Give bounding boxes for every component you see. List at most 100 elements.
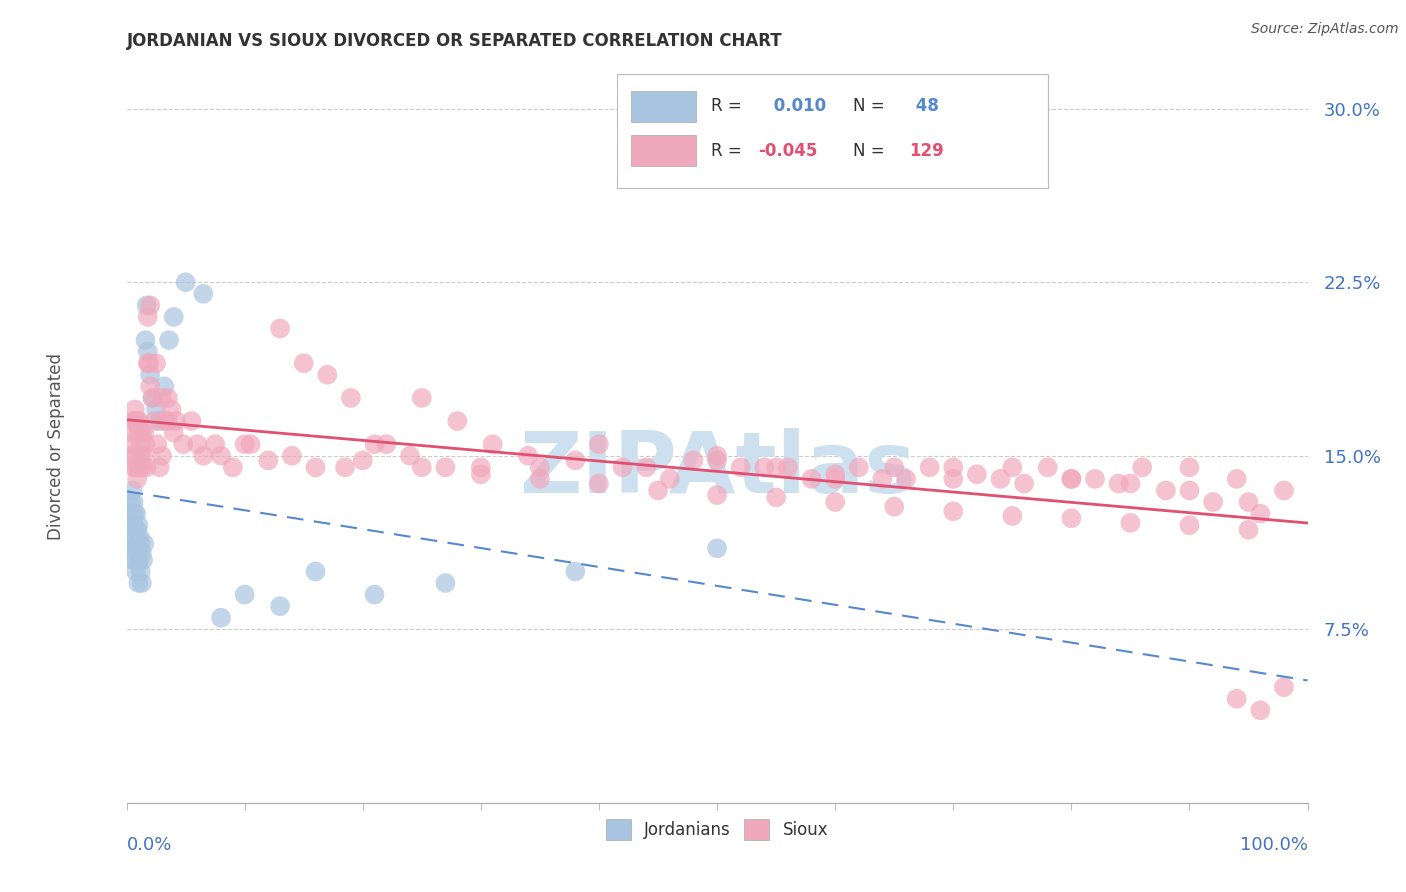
Point [127, 460, 149, 475]
Point [765, 491, 787, 505]
Text: N =: N = [853, 142, 890, 160]
Point [1130, 460, 1153, 475]
Legend: Jordanians, Sioux: Jordanians, Sioux [599, 813, 835, 847]
Point [1202, 495, 1225, 509]
Point [153, 414, 176, 428]
Point [848, 460, 870, 475]
Point [411, 391, 433, 405]
Point [239, 437, 262, 451]
Point [131, 425, 153, 440]
Point [1178, 483, 1201, 498]
Point [588, 476, 610, 491]
Point [139, 298, 162, 312]
Point [149, 460, 172, 475]
Point [257, 453, 280, 467]
Point [122, 518, 145, 533]
Point [1272, 483, 1295, 498]
FancyBboxPatch shape [631, 91, 696, 121]
Point [193, 449, 215, 463]
Text: -0.045: -0.045 [758, 142, 818, 160]
Point [131, 576, 153, 591]
Point [281, 449, 304, 463]
Point [1237, 495, 1260, 509]
Point [124, 530, 146, 544]
Point [304, 460, 326, 475]
Point [128, 553, 150, 567]
Point [122, 541, 145, 556]
Point [125, 541, 148, 556]
Point [136, 344, 159, 359]
Point [470, 460, 492, 475]
Text: 0.010: 0.010 [768, 97, 825, 115]
Point [127, 541, 149, 556]
Point [157, 333, 180, 347]
Point [153, 379, 176, 393]
Point [883, 500, 905, 514]
Point [399, 449, 422, 463]
Point [292, 356, 315, 370]
Point [165, 414, 187, 428]
Point [1178, 518, 1201, 533]
Text: R =: R = [711, 97, 747, 115]
Point [186, 437, 208, 451]
Point [150, 391, 173, 405]
Point [127, 425, 149, 440]
Text: JORDANIAN VS SIOUX DIVORCED OR SEPARATED CORRELATION CHART: JORDANIAN VS SIOUX DIVORCED OR SEPARATED… [127, 32, 782, 50]
Point [918, 460, 941, 475]
Point [122, 495, 145, 509]
Point [706, 488, 728, 502]
Point [128, 460, 150, 475]
Point [127, 546, 149, 560]
Point [143, 414, 166, 428]
Point [135, 298, 157, 312]
Point [174, 275, 197, 289]
Point [883, 460, 905, 475]
Point [1226, 472, 1249, 486]
Point [134, 425, 156, 440]
Point [132, 553, 155, 567]
Point [128, 530, 150, 544]
Point [124, 507, 146, 521]
Text: 0.0%: 0.0% [127, 836, 172, 855]
Point [120, 449, 142, 463]
Point [333, 460, 356, 475]
Point [131, 460, 153, 475]
Text: 100.0%: 100.0% [1240, 836, 1308, 855]
Point [706, 453, 728, 467]
Point [138, 356, 160, 370]
Point [1178, 460, 1201, 475]
Point [156, 391, 179, 405]
Point [647, 483, 669, 498]
Point [529, 472, 551, 486]
Point [470, 467, 492, 482]
Point [146, 437, 169, 451]
Point [172, 437, 194, 451]
Point [1001, 460, 1024, 475]
Point [129, 437, 152, 451]
Point [434, 460, 457, 475]
Point [121, 483, 143, 498]
Point [120, 437, 142, 451]
Point [1036, 460, 1059, 475]
Point [145, 402, 167, 417]
Point [588, 437, 610, 451]
Point [1060, 472, 1083, 486]
Point [180, 414, 202, 428]
Point [1012, 476, 1035, 491]
Point [127, 472, 149, 486]
Point [1249, 507, 1271, 521]
Point [612, 460, 634, 475]
Point [363, 437, 385, 451]
Point [124, 402, 146, 417]
Point [127, 576, 149, 591]
Point [636, 460, 658, 475]
Point [765, 460, 787, 475]
FancyBboxPatch shape [631, 135, 696, 166]
Point [163, 310, 186, 324]
Point [120, 530, 142, 544]
Point [127, 518, 149, 533]
Point [481, 437, 503, 451]
Point [1119, 516, 1142, 530]
Point [121, 425, 143, 440]
Point [564, 565, 586, 579]
